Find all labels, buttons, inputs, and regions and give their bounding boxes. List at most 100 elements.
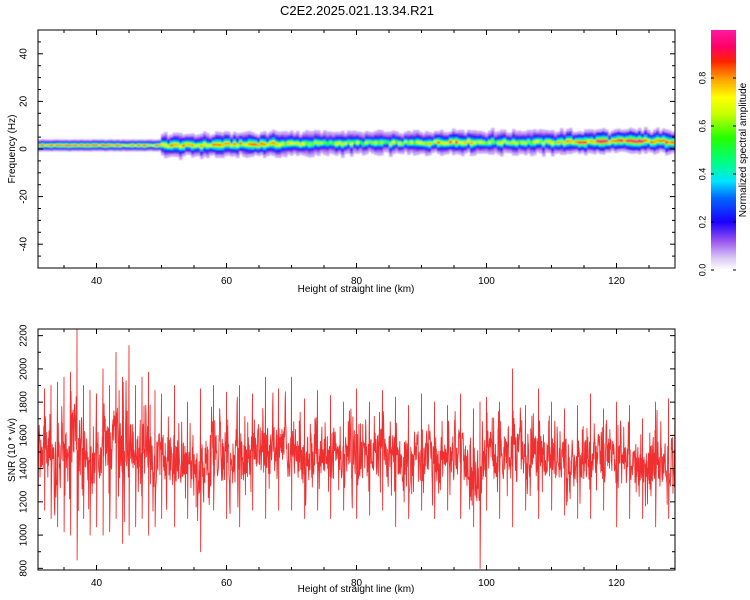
heatmap-cell — [293, 142, 297, 145]
heatmap-cell — [575, 141, 579, 143]
y-tick-label: 40 — [19, 48, 30, 60]
heatmap-cell — [119, 145, 123, 147]
heatmap-cell — [419, 142, 423, 144]
heatmap-cell — [377, 141, 381, 144]
heatmap-cell — [344, 142, 348, 145]
heatmap-cell — [428, 142, 432, 145]
heatmap-cell — [560, 140, 564, 143]
heatmap-cell — [638, 140, 642, 143]
heatmap-cell — [521, 141, 525, 144]
heatmap-cell — [629, 139, 633, 142]
heatmap-cell — [362, 143, 366, 145]
heatmap-cell — [671, 141, 675, 144]
heatmap-cell — [425, 142, 429, 145]
heatmap-cell — [545, 140, 549, 143]
heatmap-cell — [398, 142, 402, 145]
heatmap-cell — [581, 141, 585, 144]
heatmap-cell — [197, 144, 201, 147]
heatmap-cell — [302, 142, 306, 145]
heatmap-cell — [77, 145, 81, 146]
heatmap-cell — [533, 141, 537, 144]
x-tick-label: 40 — [91, 276, 103, 287]
heatmap-cell — [380, 141, 384, 144]
y-tick-label: 1400 — [19, 457, 30, 480]
heatmap-cell — [242, 143, 246, 146]
heatmap-cell — [647, 140, 651, 142]
heatmap-cell — [251, 143, 255, 146]
heatmap-cell — [596, 140, 600, 142]
heatmap-cell — [305, 142, 309, 145]
heatmap-cell — [62, 144, 66, 146]
heatmap-cell — [602, 140, 606, 143]
heatmap-cell — [98, 144, 102, 146]
heatmap-cell — [437, 141, 441, 144]
heatmap-cell — [149, 144, 153, 146]
x-tick-label: 60 — [221, 276, 233, 287]
heatmap-cell — [659, 140, 663, 142]
heatmap-cell — [191, 144, 195, 147]
heatmap-cell — [491, 140, 495, 143]
heatmap-cell — [155, 145, 159, 146]
heatmap-cell — [152, 145, 156, 146]
heatmap-cell — [92, 144, 96, 146]
heatmap-band — [38, 127, 675, 160]
y-tick-label: 1000 — [19, 524, 30, 547]
heatmap-cell — [548, 140, 552, 143]
heatmap-cell — [263, 143, 267, 146]
heatmap-cell — [644, 139, 648, 142]
heatmap-cell — [572, 141, 576, 144]
snr-y-axis: 800 1000 1200 1400 1600 1800 2000 2200 — [19, 324, 675, 577]
y-tick-label: 1600 — [19, 424, 30, 447]
heatmap-cell — [65, 144, 69, 146]
heatmap-cell — [101, 144, 105, 146]
heatmap-cell — [458, 141, 462, 144]
heatmap-cell — [584, 141, 588, 144]
heatmap-cell — [587, 140, 591, 143]
heatmap-cell — [95, 144, 99, 146]
heatmap-cell — [347, 141, 351, 144]
snr-y-label: SNR (10 * v/v) — [7, 418, 18, 482]
heatmap-cell — [260, 142, 264, 145]
heatmap-cell — [662, 139, 666, 142]
heatmap-cell — [500, 142, 504, 145]
heatmap-cell — [422, 142, 426, 145]
y-tick-label: 800 — [19, 560, 30, 577]
heatmap-cell — [254, 143, 258, 146]
heatmap-cell — [467, 140, 471, 142]
heatmap-cell — [554, 142, 558, 144]
heatmap-cell — [314, 141, 318, 144]
heatmap-cell — [371, 142, 375, 144]
heatmap-cell — [179, 145, 183, 148]
heatmap-cell — [113, 145, 117, 146]
heatmap-cell — [320, 142, 324, 144]
heatmap-cell — [557, 141, 561, 144]
heatmap-cell — [257, 144, 261, 147]
heatmap-cell — [170, 144, 174, 147]
y-tick-label: 0 — [19, 146, 30, 152]
heatmap-cell — [485, 142, 489, 145]
x-tick-label: 60 — [221, 578, 233, 589]
x-tick-label: 120 — [608, 276, 625, 287]
heatmap-cell — [227, 142, 231, 145]
heatmap-cell — [497, 142, 501, 144]
heatmap-cell — [206, 144, 210, 147]
heatmap-cell — [461, 142, 465, 144]
heatmap-cell — [248, 143, 252, 146]
heatmap-cell — [509, 142, 513, 144]
heatmap-cell — [290, 142, 294, 145]
heatmap-cell — [389, 143, 393, 146]
heatmap-cell — [125, 145, 129, 147]
heatmap-cell — [200, 145, 204, 148]
heatmap-cell — [395, 141, 399, 143]
heatmap-cell — [74, 144, 78, 146]
heatmap-cell — [341, 143, 345, 146]
heatmap-cell — [140, 144, 144, 146]
heatmap-cell — [137, 145, 141, 146]
heatmap-cell — [176, 143, 180, 146]
heatmap-cell — [455, 141, 459, 144]
heatmap-cell — [224, 142, 228, 145]
heatmap-cell — [338, 142, 342, 144]
snr-series-line — [38, 329, 675, 569]
heatmap-cell — [410, 141, 414, 144]
